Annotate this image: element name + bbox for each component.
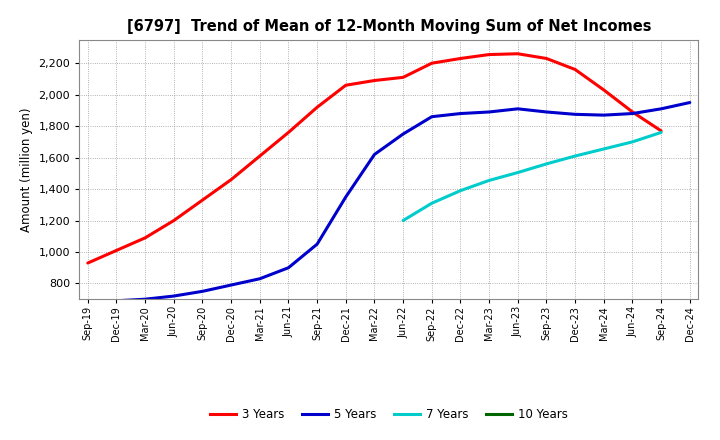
5 Years xyxy=(256,276,264,282)
7 Years xyxy=(399,218,408,223)
7 Years xyxy=(485,178,493,183)
Line: 5 Years: 5 Years xyxy=(117,103,690,301)
3 Years xyxy=(657,128,665,133)
7 Years xyxy=(428,201,436,206)
7 Years xyxy=(456,188,465,193)
3 Years xyxy=(456,56,465,61)
3 Years xyxy=(370,78,379,83)
5 Years xyxy=(628,111,636,116)
3 Years xyxy=(513,51,522,56)
5 Years xyxy=(341,194,350,200)
3 Years xyxy=(198,198,207,203)
Line: 7 Years: 7 Years xyxy=(403,132,661,220)
7 Years xyxy=(657,130,665,135)
5 Years xyxy=(600,113,608,118)
5 Years xyxy=(685,100,694,105)
7 Years xyxy=(513,170,522,175)
3 Years xyxy=(485,52,493,57)
3 Years xyxy=(256,154,264,159)
3 Years xyxy=(312,105,321,110)
5 Years xyxy=(112,298,121,304)
5 Years xyxy=(571,112,580,117)
3 Years xyxy=(542,56,551,61)
Title: [6797]  Trend of Mean of 12-Month Moving Sum of Net Incomes: [6797] Trend of Mean of 12-Month Moving … xyxy=(127,19,651,34)
5 Years xyxy=(198,289,207,294)
3 Years xyxy=(141,235,150,241)
3 Years xyxy=(341,83,350,88)
3 Years xyxy=(227,177,235,182)
3 Years xyxy=(169,218,178,223)
3 Years xyxy=(571,67,580,72)
3 Years xyxy=(428,61,436,66)
3 Years xyxy=(628,109,636,114)
5 Years xyxy=(141,297,150,302)
5 Years xyxy=(399,132,408,137)
7 Years xyxy=(571,154,580,159)
3 Years xyxy=(84,260,92,266)
5 Years xyxy=(485,109,493,114)
5 Years xyxy=(284,265,293,270)
7 Years xyxy=(542,161,551,166)
Legend: 3 Years, 5 Years, 7 Years, 10 Years: 3 Years, 5 Years, 7 Years, 10 Years xyxy=(205,404,572,426)
5 Years xyxy=(542,109,551,114)
3 Years xyxy=(112,248,121,253)
7 Years xyxy=(600,147,608,152)
3 Years xyxy=(399,75,408,80)
5 Years xyxy=(312,242,321,247)
5 Years xyxy=(227,282,235,288)
Line: 3 Years: 3 Years xyxy=(88,54,661,263)
3 Years xyxy=(600,87,608,92)
5 Years xyxy=(169,293,178,299)
3 Years xyxy=(284,130,293,135)
Y-axis label: Amount (million yen): Amount (million yen) xyxy=(20,107,33,231)
5 Years xyxy=(428,114,436,119)
5 Years xyxy=(456,111,465,116)
5 Years xyxy=(657,106,665,111)
5 Years xyxy=(513,106,522,111)
5 Years xyxy=(370,152,379,157)
7 Years xyxy=(628,139,636,144)
